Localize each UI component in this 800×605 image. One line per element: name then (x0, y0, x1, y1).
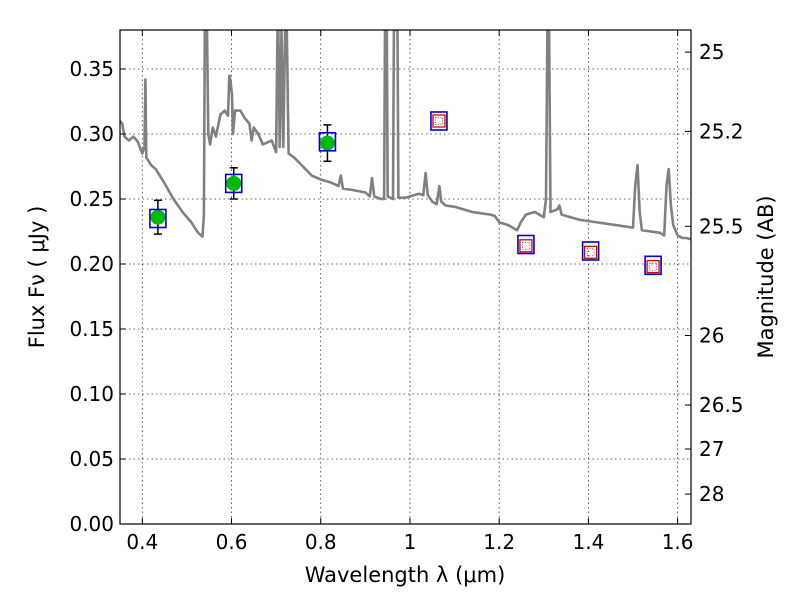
upper-limit-inner (649, 262, 657, 271)
plot-frame (119, 29, 692, 525)
y2-tick-label: 25 (699, 40, 724, 64)
model-band-square (517, 234, 535, 255)
y2-tick-label: 25.2 (699, 119, 744, 143)
y-tick-label: 0.05 (69, 447, 114, 471)
model-band-square (318, 132, 337, 152)
y-tick-label: 0.30 (69, 122, 114, 146)
upper-limit-inner (435, 117, 443, 125)
model-band-square (149, 208, 167, 229)
observed-point (226, 175, 242, 191)
observed-point (319, 135, 335, 151)
model-sed-line (120, 30, 691, 241)
y-tick-label: 0.35 (69, 57, 114, 81)
ticks: 0.4 0.6 0.8 1 1.2 1.4 1.6 0.00 0.05 0.10 0.15 0.20 0… (69, 30, 744, 554)
y2-tick-label: 25.5 (699, 214, 744, 238)
upper-limit-square (432, 114, 446, 128)
model-band-square (224, 173, 243, 194)
model-band-square (430, 111, 448, 131)
x-tick-label: 1.2 (483, 530, 515, 554)
y-axis-title: Flux Fν ( μJy ) (25, 206, 49, 349)
y2-tick-label: 26.5 (699, 393, 744, 417)
y-tick-label: 0.20 (69, 252, 114, 276)
y-tick-label: 0.00 (69, 512, 114, 536)
y-tick-label: 0.25 (69, 187, 114, 211)
y2-tick-label: 27 (699, 437, 724, 461)
upper-limit-square (583, 245, 598, 259)
markers (149, 111, 662, 276)
y-tick-label: 0.15 (69, 317, 114, 341)
model-band-square (581, 241, 600, 261)
observed-point (150, 209, 166, 225)
x-tick-label: 0.8 (305, 530, 337, 554)
upper-limit-square (646, 259, 660, 274)
x-axis-title: Wavelength λ (μm) (305, 563, 506, 587)
x-tick-label: 0.6 (216, 530, 248, 554)
upper-limit-square (519, 239, 533, 253)
y-tick-label: 0.10 (69, 382, 114, 406)
x-tick-label: 0.4 (126, 530, 158, 554)
x-tick-label: 1.6 (662, 530, 694, 554)
y2-tick-label: 26 (699, 324, 724, 348)
model-band-square (644, 255, 662, 276)
y2-tick-label: 28 (699, 482, 724, 506)
x-tick-label: 1.4 (572, 530, 604, 554)
y2-axis-title: Magnitude (AB) (754, 195, 778, 358)
x-tick-label: 1 (404, 530, 417, 554)
upper-limit-inner (522, 241, 530, 250)
upper-limit-inner (586, 248, 595, 257)
plot-content (120, 30, 691, 241)
